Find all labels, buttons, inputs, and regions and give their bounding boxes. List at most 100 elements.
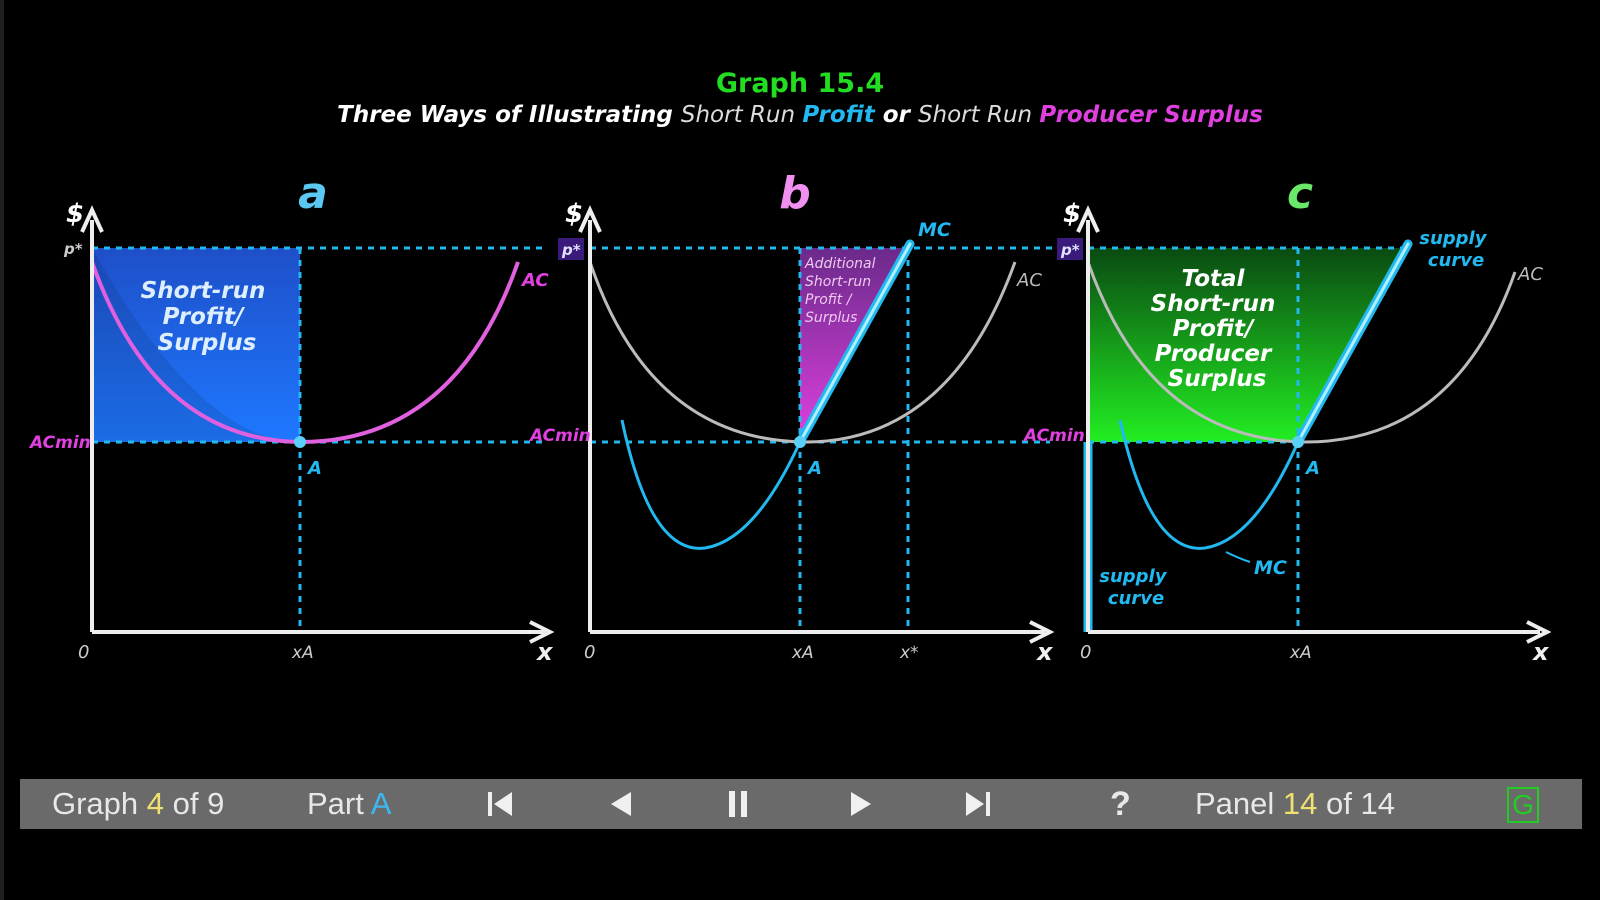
- panel-c-area-line1: Total: [1182, 266, 1246, 292]
- next-arrow-icon: [851, 792, 871, 816]
- panel-c: c $ p* ACmin A MC AC supply curve: [1022, 168, 1552, 666]
- panel-b-a-label: A: [806, 458, 822, 479]
- subtitle-part5: Short Run: [917, 102, 1040, 128]
- graph-counter: Graph 4 of 9: [52, 779, 224, 829]
- subtitle-profit: Profit: [802, 102, 875, 128]
- panel-c-supply-bottom-label: supply curve: [1099, 566, 1172, 609]
- panel-a-y-arrow: [80, 205, 104, 233]
- panel-b-x-arrow: [1029, 620, 1055, 644]
- panel-b-area-line2: Short-run: [805, 274, 871, 290]
- panel-c-a-label: A: [1304, 458, 1320, 479]
- panel-b-mc-curve-lower: [620, 419, 802, 550]
- previous-panel-button[interactable]: [603, 786, 639, 822]
- panel-a-area-text: Short-run Profit/ Surplus: [141, 278, 274, 356]
- panel-c-origin-label: 0: [1080, 642, 1091, 663]
- graph-counter-suffix: of 9: [164, 786, 225, 821]
- panel-counter-prefix: Panel: [1195, 786, 1283, 821]
- panel-a-dollar-label: $: [66, 199, 84, 229]
- panel-a-a-label: A: [306, 458, 322, 479]
- panel-a: a $ p* ACmin A AC 0 xA x Short-run Profi…: [28, 168, 555, 666]
- panel-c-point-a: [1292, 436, 1304, 448]
- subtitle-part4: or: [874, 102, 918, 128]
- panel-a-area-line3: Surplus: [158, 330, 257, 356]
- graph-counter-number: 4: [146, 786, 165, 821]
- panel-c-area-line2: Short-run: [1151, 291, 1276, 317]
- pause-button[interactable]: [720, 786, 756, 822]
- panel-b-xa-label: xA: [791, 643, 814, 663]
- first-panel-button[interactable]: [482, 786, 518, 822]
- panel-a-point-a: [294, 436, 306, 448]
- panel-counter-number: 14: [1282, 786, 1318, 821]
- panel-c-ac-curve: [1086, 261, 1517, 444]
- pause-left-bar-icon: [729, 791, 735, 817]
- window-edge: [0, 0, 4, 900]
- panel-a-area-line1: Short-run: [141, 278, 266, 304]
- graph-counter-prefix: Graph: [52, 786, 147, 821]
- graph-title: Graph 15.4: [715, 68, 885, 99]
- panel-a-ac-label: AC: [520, 270, 549, 291]
- panel-c-supply-top-label: supply curve: [1419, 228, 1492, 271]
- panel-c-total-area: [1088, 248, 1405, 442]
- subtitle-producer-surplus: Producer Surplus: [1039, 102, 1263, 128]
- panel-b-xstar-label: x*: [899, 643, 919, 663]
- panel-c-x-arrow: [1526, 620, 1552, 644]
- panel-b-dollar-label: $: [565, 199, 583, 229]
- panel-a-area-line2: Profit/: [163, 304, 245, 330]
- last-arrow-icon: [966, 792, 984, 816]
- panel-c-ac-label: AC: [1517, 264, 1543, 285]
- panel-counter: Panel 14 of 14: [1195, 779, 1395, 829]
- panel-counter-suffix: of 14: [1317, 786, 1395, 821]
- panel-c-supply-bottom-line1: supply: [1099, 566, 1167, 587]
- panel-a-x-label: x: [536, 638, 554, 666]
- part-indicator: Part A: [307, 779, 391, 829]
- panel-c-mc-pointer: [1225, 551, 1251, 563]
- last-bar-icon: [986, 792, 990, 816]
- panel-c-letter: c: [1287, 168, 1313, 219]
- panel-b-mc-label: MC: [918, 219, 951, 241]
- panel-b-origin-label: 0: [584, 642, 595, 663]
- help-button[interactable]: ?: [1110, 785, 1131, 823]
- panel-c-area-line4: Producer: [1155, 341, 1273, 367]
- panel-a-letter: a: [298, 168, 328, 219]
- subtitle-part2: Short Run: [680, 102, 803, 128]
- panel-b-mc-highlight: [798, 242, 912, 444]
- panel-b-pstar-label: p*: [561, 241, 581, 259]
- first-arrow-icon: [494, 792, 512, 816]
- panel-c-pstar-box: [1057, 238, 1083, 260]
- navigation-bar: Graph 4 of 9 Part A ? Panel 14 of 14 G: [20, 779, 1582, 829]
- three-graphs-diagram: a $ p* ACmin A AC 0 xA x Short-run Profi…: [28, 168, 1552, 666]
- part-value: A: [370, 786, 392, 821]
- panel-b-area-text: Additional Short-run Profit / Surplus: [804, 256, 880, 326]
- panel-c-xa-label: xA: [1289, 643, 1312, 663]
- glossary-button[interactable]: G: [1507, 787, 1539, 823]
- pause-right-bar-icon: [741, 791, 747, 817]
- panel-b-x-label: x: [1036, 638, 1054, 666]
- panel-a-origin-label: 0: [78, 642, 89, 663]
- panel-c-pstar-label: p*: [1060, 241, 1080, 259]
- panel-c-y-arrow: [1076, 205, 1100, 233]
- panel-c-supply-top-line1: supply: [1419, 228, 1487, 249]
- panel-b-area-line1: Additional: [804, 256, 876, 272]
- previous-arrow-icon: [611, 792, 631, 816]
- first-bar-icon: [488, 792, 492, 816]
- panel-a-x-arrow: [529, 620, 555, 644]
- panel-b-area-line4: Surplus: [805, 310, 857, 326]
- panel-c-supply-top-line2: curve: [1428, 250, 1484, 271]
- panel-c-supply-upper-highlight: [1296, 242, 1410, 444]
- panel-b-y-arrow: [578, 205, 602, 233]
- panel-b-letter: b: [779, 168, 811, 219]
- panel-b-area-line3: Profit /: [805, 292, 853, 308]
- panel-c-area-line3: Profit/: [1173, 316, 1255, 342]
- panel-b-ac-label: AC: [1016, 270, 1042, 291]
- panel-a-xa-label: xA: [291, 643, 314, 663]
- part-prefix: Part: [307, 786, 371, 821]
- panel-c-dollar-label: $: [1063, 199, 1081, 229]
- next-panel-button[interactable]: [843, 786, 879, 822]
- panel-b-acmin-label: ACmin: [528, 426, 591, 446]
- panel-c-acmin-label: ACmin: [1022, 426, 1085, 446]
- panel-c-supply-bottom-line2: curve: [1108, 588, 1164, 609]
- panel-b-point-a: [794, 436, 806, 448]
- panel-c-mc-curve-lower: [1118, 419, 1300, 550]
- last-panel-button[interactable]: [960, 786, 996, 822]
- panel-b-pstar-box: [558, 238, 584, 260]
